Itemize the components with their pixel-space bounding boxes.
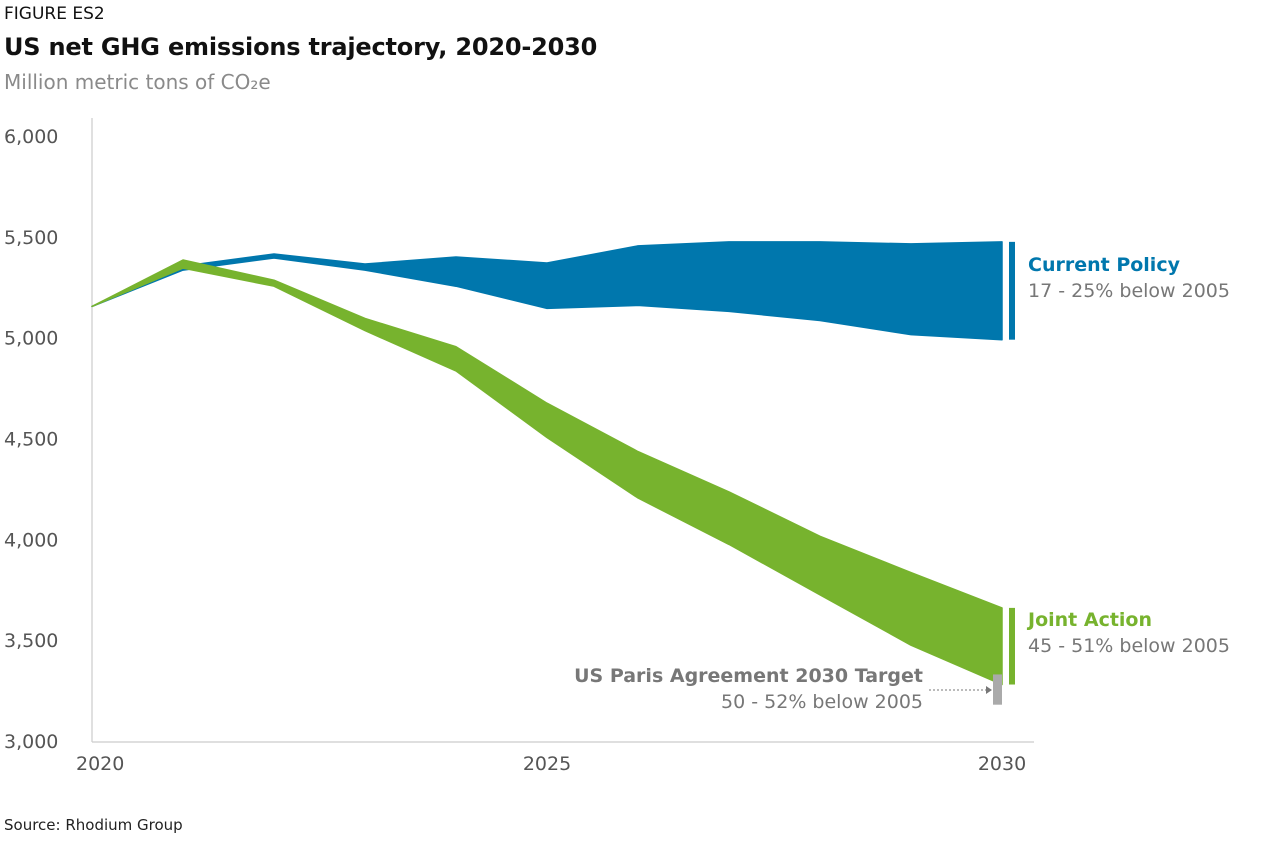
joint-action-range-label: 45 - 51% below 2005	[1028, 635, 1230, 657]
chart-subtitle: Million metric tons of CO₂e	[4, 70, 271, 94]
current-policy-band	[91, 241, 1003, 341]
joint-action-label: Joint Action	[1026, 609, 1152, 631]
x-tick-label: 2025	[523, 753, 571, 775]
x-tick-label: 2030	[978, 753, 1026, 775]
current-policy-range-bar	[1009, 241, 1015, 340]
y-tick-label: 5,500	[4, 227, 58, 249]
chart-title: US net GHG emissions trajectory, 2020-20…	[4, 33, 598, 61]
joint-action-range-bar	[1009, 607, 1015, 685]
y-tick-label: 3,000	[4, 731, 58, 753]
joint-action-band	[91, 259, 1003, 686]
x-tick-label: 2020	[76, 753, 124, 775]
series-labels: Current Policy 17 - 25% below 2005 Joint A…	[574, 241, 1230, 713]
paris-target-bar	[993, 674, 1002, 705]
axes: 3,000 3,500 4,000 4,500 5,000 5,500 6,000 2020 2…	[4, 118, 1034, 775]
paris-target-label: US Paris Agreement 2030 Target	[574, 665, 923, 687]
y-tick-label: 4,000	[4, 529, 58, 551]
y-tick-label: 4,500	[4, 429, 58, 451]
figure-label: FIGURE ES2	[4, 4, 105, 24]
y-tick-label: 3,500	[4, 630, 58, 652]
paris-target-arrowhead	[986, 686, 992, 694]
current-policy-range-label: 17 - 25% below 2005	[1028, 280, 1230, 302]
series-areas	[91, 241, 1003, 686]
source-note: Source: Rhodium Group	[4, 816, 183, 834]
current-policy-label: Current Policy	[1028, 254, 1181, 276]
y-tick-label: 6,000	[4, 126, 58, 148]
y-tick-label: 5,000	[4, 328, 58, 350]
paris-target-range-label: 50 - 52% below 2005	[721, 691, 923, 713]
